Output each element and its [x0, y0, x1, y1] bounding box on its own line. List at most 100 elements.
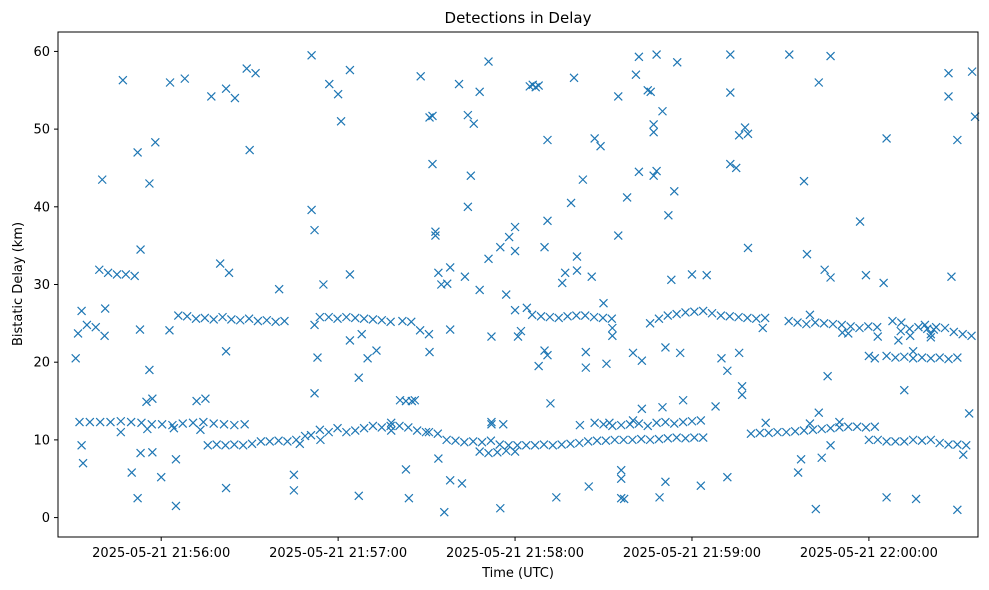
data-point [636, 434, 646, 444]
data-point [75, 417, 84, 427]
data-point [917, 436, 927, 446]
data-point [952, 135, 962, 145]
data-point [215, 259, 225, 268]
data-point [584, 482, 594, 491]
y-tick-label: 60 [33, 45, 50, 60]
data-point [628, 348, 638, 358]
data-point [410, 395, 420, 405]
data-point [198, 417, 208, 427]
data-point [433, 268, 443, 278]
data-point [156, 472, 166, 482]
data-point [315, 312, 325, 322]
data-point [242, 64, 252, 73]
data-point [530, 440, 540, 450]
data-point [652, 50, 662, 59]
data-point [826, 51, 835, 61]
data-point [91, 322, 101, 332]
data-point [566, 198, 576, 208]
data-point [157, 419, 167, 429]
data-point [136, 245, 145, 254]
data-point [406, 317, 416, 327]
data-point [649, 171, 659, 181]
data-point [513, 332, 523, 341]
data-point [386, 418, 396, 428]
data-point [368, 315, 378, 324]
data-point [616, 420, 626, 430]
data-point [870, 353, 880, 363]
data-point [689, 433, 699, 442]
data-point [310, 320, 319, 330]
data-point [142, 424, 152, 434]
data-point [864, 351, 874, 361]
data-point [454, 79, 464, 89]
data-point [672, 433, 682, 442]
data-point [224, 268, 234, 278]
data-point [295, 439, 305, 449]
data-point [545, 312, 555, 322]
data-point [634, 52, 644, 62]
data-point [324, 427, 334, 437]
data-point [477, 437, 487, 447]
data-point [313, 353, 322, 362]
data-point [882, 134, 892, 143]
data-point [484, 254, 493, 264]
data-point [793, 468, 803, 477]
data-point [799, 426, 809, 435]
data-point [725, 159, 735, 169]
data-point [310, 388, 319, 398]
data-point [755, 428, 765, 438]
data-point [572, 266, 582, 275]
data-point [135, 325, 145, 334]
data-point [616, 465, 626, 475]
data-point [173, 311, 183, 321]
data-point [433, 454, 443, 463]
data-point [926, 435, 936, 445]
data-point [475, 87, 485, 97]
data-point [572, 252, 582, 261]
data-point [445, 325, 455, 334]
data-point [592, 436, 602, 446]
data-point [707, 308, 717, 318]
data-point [663, 433, 673, 443]
data-point [306, 430, 316, 440]
data-point [879, 278, 889, 288]
data-point [826, 423, 835, 433]
data-point [226, 315, 236, 324]
data-point [669, 419, 679, 428]
data-point [675, 348, 685, 358]
data-point [359, 423, 369, 433]
data-point [908, 353, 918, 363]
data-point [251, 68, 260, 78]
data-point [873, 332, 883, 341]
data-point [144, 179, 154, 188]
data-point [893, 336, 903, 345]
data-point [758, 323, 768, 333]
data-point [734, 130, 744, 140]
data-point [230, 93, 240, 103]
data-point [118, 75, 128, 85]
data-point [171, 501, 181, 511]
data-point [147, 447, 157, 457]
data-point [350, 426, 360, 435]
data-point [401, 464, 411, 474]
data-point [271, 317, 281, 327]
data-point [784, 50, 794, 59]
data-point [85, 417, 95, 427]
data-points [71, 50, 980, 517]
data-point [495, 242, 505, 252]
data-point [142, 397, 151, 407]
data-point [245, 145, 255, 155]
x-tick-label: 2025-05-21 21:56:00 [92, 546, 230, 561]
data-point [100, 331, 110, 341]
data-point [920, 320, 930, 330]
data-point [731, 163, 741, 173]
data-point [940, 323, 950, 333]
data-point [188, 418, 198, 428]
data-point [799, 176, 809, 186]
data-point [944, 440, 953, 449]
x-tick-label: 2025-05-21 22:00:00 [800, 546, 938, 561]
data-point [466, 171, 476, 181]
data-point [716, 311, 726, 321]
data-point [793, 318, 802, 327]
